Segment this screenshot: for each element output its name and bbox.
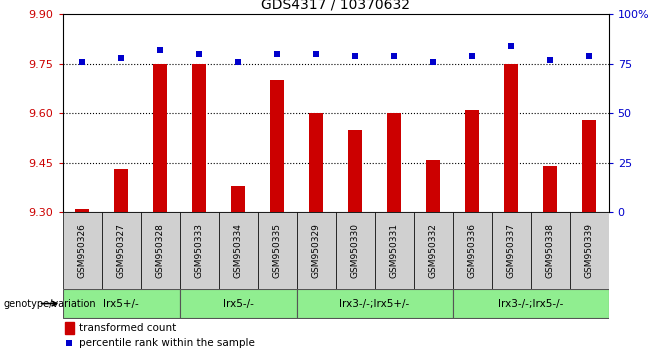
Point bbox=[389, 53, 399, 59]
Text: GSM950338: GSM950338 bbox=[545, 223, 555, 278]
Text: GSM950327: GSM950327 bbox=[116, 223, 126, 278]
Bar bbox=[297, 212, 336, 289]
Bar bbox=[582, 120, 596, 212]
Bar bbox=[180, 212, 218, 289]
Point bbox=[350, 53, 361, 59]
Bar bbox=[374, 212, 414, 289]
Point bbox=[194, 51, 205, 57]
Bar bbox=[426, 160, 440, 212]
Bar bbox=[348, 130, 362, 212]
Bar bbox=[63, 212, 101, 289]
Text: genotype/variation: genotype/variation bbox=[3, 298, 96, 309]
Text: GSM950336: GSM950336 bbox=[468, 223, 476, 278]
Bar bbox=[388, 113, 401, 212]
Text: GSM950331: GSM950331 bbox=[390, 223, 399, 278]
Point bbox=[545, 57, 555, 63]
Bar bbox=[270, 80, 284, 212]
Text: GSM950326: GSM950326 bbox=[78, 223, 86, 278]
Point bbox=[428, 59, 438, 64]
Bar bbox=[530, 212, 570, 289]
Point bbox=[506, 43, 517, 49]
Bar bbox=[63, 289, 180, 318]
Text: lrx5-/-: lrx5-/- bbox=[222, 298, 253, 309]
Text: GSM950330: GSM950330 bbox=[351, 223, 359, 278]
Bar bbox=[492, 212, 530, 289]
Bar bbox=[336, 212, 374, 289]
Point bbox=[64, 341, 74, 346]
Point bbox=[77, 59, 88, 64]
Point bbox=[116, 55, 126, 61]
Bar bbox=[141, 212, 180, 289]
Bar bbox=[414, 212, 453, 289]
Bar bbox=[297, 289, 453, 318]
Bar bbox=[192, 64, 206, 212]
Text: lrx5+/-: lrx5+/- bbox=[103, 298, 139, 309]
Bar bbox=[465, 110, 479, 212]
Point bbox=[272, 51, 282, 57]
Bar bbox=[75, 209, 89, 212]
Text: GSM950333: GSM950333 bbox=[195, 223, 203, 278]
Text: GSM950337: GSM950337 bbox=[507, 223, 516, 278]
Bar bbox=[64, 322, 74, 334]
Text: lrx3-/-;lrx5-/-: lrx3-/-;lrx5-/- bbox=[498, 298, 563, 309]
Title: GDS4317 / 10370632: GDS4317 / 10370632 bbox=[261, 0, 410, 12]
Point bbox=[233, 59, 243, 64]
Point bbox=[584, 53, 594, 59]
Text: GSM950334: GSM950334 bbox=[234, 223, 243, 278]
Text: percentile rank within the sample: percentile rank within the sample bbox=[79, 338, 255, 348]
Bar bbox=[101, 212, 141, 289]
Text: transformed count: transformed count bbox=[79, 323, 176, 333]
Bar bbox=[153, 64, 167, 212]
Bar bbox=[544, 166, 557, 212]
Text: GSM950328: GSM950328 bbox=[155, 223, 164, 278]
Bar bbox=[570, 212, 609, 289]
Bar bbox=[504, 64, 518, 212]
Bar bbox=[114, 170, 128, 212]
Bar bbox=[180, 289, 297, 318]
Point bbox=[467, 53, 477, 59]
Bar bbox=[309, 113, 323, 212]
Point bbox=[311, 51, 321, 57]
Bar bbox=[453, 289, 609, 318]
Bar bbox=[231, 186, 245, 212]
Bar bbox=[453, 212, 492, 289]
Point bbox=[155, 47, 165, 53]
Text: GSM950329: GSM950329 bbox=[312, 223, 320, 278]
Bar bbox=[257, 212, 297, 289]
Bar bbox=[218, 212, 257, 289]
Text: lrx3-/-;lrx5+/-: lrx3-/-;lrx5+/- bbox=[340, 298, 410, 309]
Text: GSM950335: GSM950335 bbox=[272, 223, 282, 278]
Text: GSM950339: GSM950339 bbox=[585, 223, 594, 278]
Text: GSM950332: GSM950332 bbox=[428, 223, 438, 278]
